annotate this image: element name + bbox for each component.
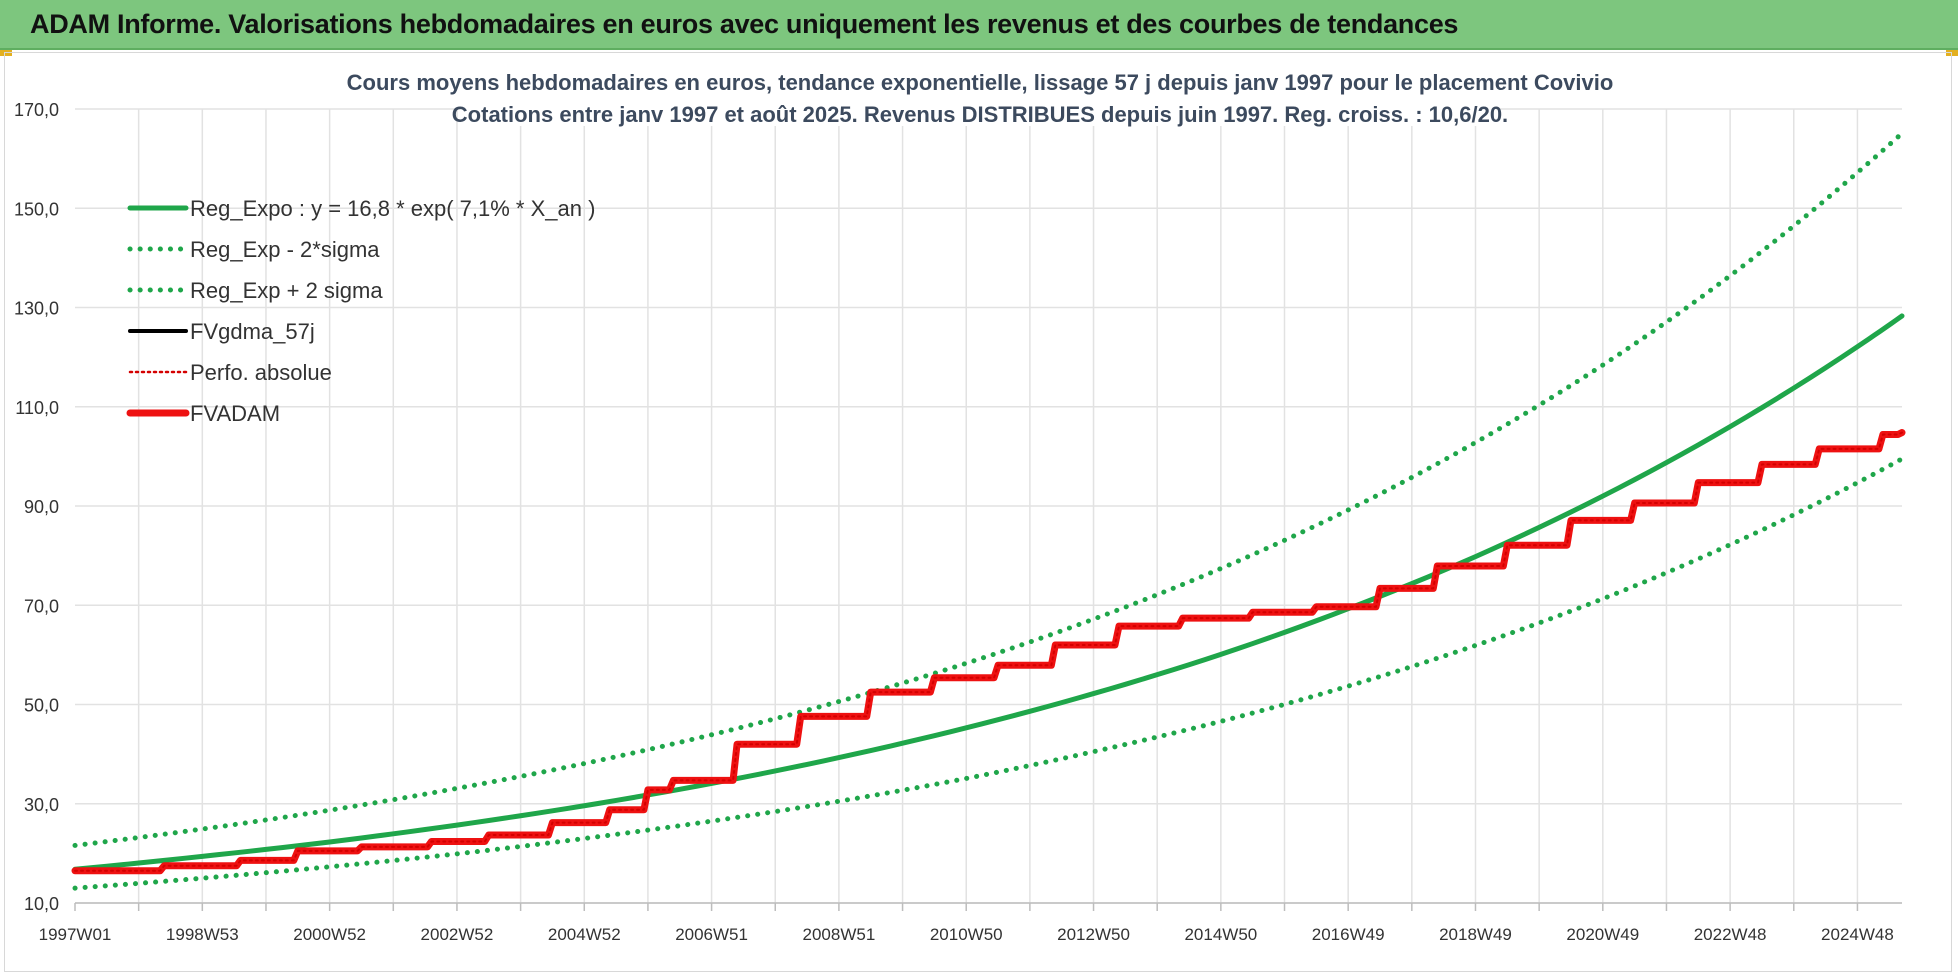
y-tick-label: 50,0 bbox=[24, 696, 59, 716]
x-tick-label: 1998W53 bbox=[166, 925, 239, 944]
series-line-5 bbox=[71, 429, 1906, 875]
legend-label: FVADAM bbox=[190, 401, 280, 426]
corner-mark-right bbox=[1946, 50, 1958, 56]
x-tick-label: 2022W48 bbox=[1694, 925, 1767, 944]
x-tick-label: 1997W01 bbox=[39, 925, 112, 944]
chart-title: Cours moyens hebdomadaires en euros, ten… bbox=[347, 64, 1614, 127]
corner-mark-left bbox=[0, 50, 12, 56]
page-title: ADAM Informe. Valorisations hebdomadaire… bbox=[30, 9, 1459, 39]
x-tick-label: 2002W52 bbox=[421, 925, 494, 944]
legend-label: Perfo. absolue bbox=[190, 360, 332, 385]
x-tick-label: 2000W52 bbox=[293, 925, 366, 944]
header-bar: ADAM Informe. Valorisations hebdomadaire… bbox=[0, 0, 1958, 50]
x-tick-label: 2012W50 bbox=[1057, 925, 1130, 944]
x-tick-label: 2008W51 bbox=[803, 925, 876, 944]
chart-title-line: Cours moyens hebdomadaires en euros, ten… bbox=[347, 70, 1614, 95]
y-tick-label: 130,0 bbox=[14, 299, 59, 319]
series-line-3 bbox=[73, 431, 1904, 873]
y-tick-label: 30,0 bbox=[24, 795, 59, 815]
x-tick-label: 2006W51 bbox=[675, 925, 748, 944]
legend: Reg_Expo : y = 16,8 * exp( 7,1% * X_an )… bbox=[126, 196, 595, 426]
series-line-0 bbox=[72, 313, 1905, 872]
y-tick-label: 70,0 bbox=[24, 596, 59, 616]
x-tick-label: 2018W49 bbox=[1439, 925, 1512, 944]
x-tick-label: 2020W49 bbox=[1566, 925, 1639, 944]
x-tick-label: 2024W48 bbox=[1821, 925, 1894, 944]
y-tick-label: 10,0 bbox=[24, 894, 59, 914]
chart: 10,0 30,0 50,0 70,0 90,0 110,0 130,0 150,0 170,0… bbox=[14, 64, 1906, 944]
y-tick-label: 150,0 bbox=[14, 199, 59, 219]
chart-title-line: Cotations entre janv 1997 et août 2025. … bbox=[452, 102, 1508, 127]
axes: 10,0 30,0 50,0 70,0 90,0 110,0 130,0 150,0 170,0… bbox=[14, 100, 1902, 944]
legend-label: Reg_Exp + 2 sigma bbox=[190, 278, 383, 303]
chart-title-bg bbox=[382, 64, 1578, 94]
series-line-4 bbox=[74, 431, 1903, 872]
x-tick-label: 2010W50 bbox=[930, 925, 1003, 944]
y-tick-label: 110,0 bbox=[15, 398, 59, 418]
legend-label: FVgdma_57j bbox=[190, 319, 315, 344]
x-tick-label: 2004W52 bbox=[548, 925, 621, 944]
x-tick-label: 2016W49 bbox=[1312, 925, 1385, 944]
x-tick-label: 2014W50 bbox=[1184, 925, 1257, 944]
series-line-2 bbox=[72, 130, 1905, 848]
chart-title-bg bbox=[464, 96, 1496, 126]
y-tick-label: 170,0 bbox=[14, 100, 59, 120]
grid bbox=[75, 108, 1902, 904]
legend-label: Reg_Exp - 2*sigma bbox=[190, 237, 380, 262]
series-group bbox=[71, 130, 1906, 891]
legend-label: Reg_Expo : y = 16,8 * exp( 7,1% * X_an ) bbox=[190, 196, 595, 221]
y-tick-label: 90,0 bbox=[24, 497, 59, 517]
